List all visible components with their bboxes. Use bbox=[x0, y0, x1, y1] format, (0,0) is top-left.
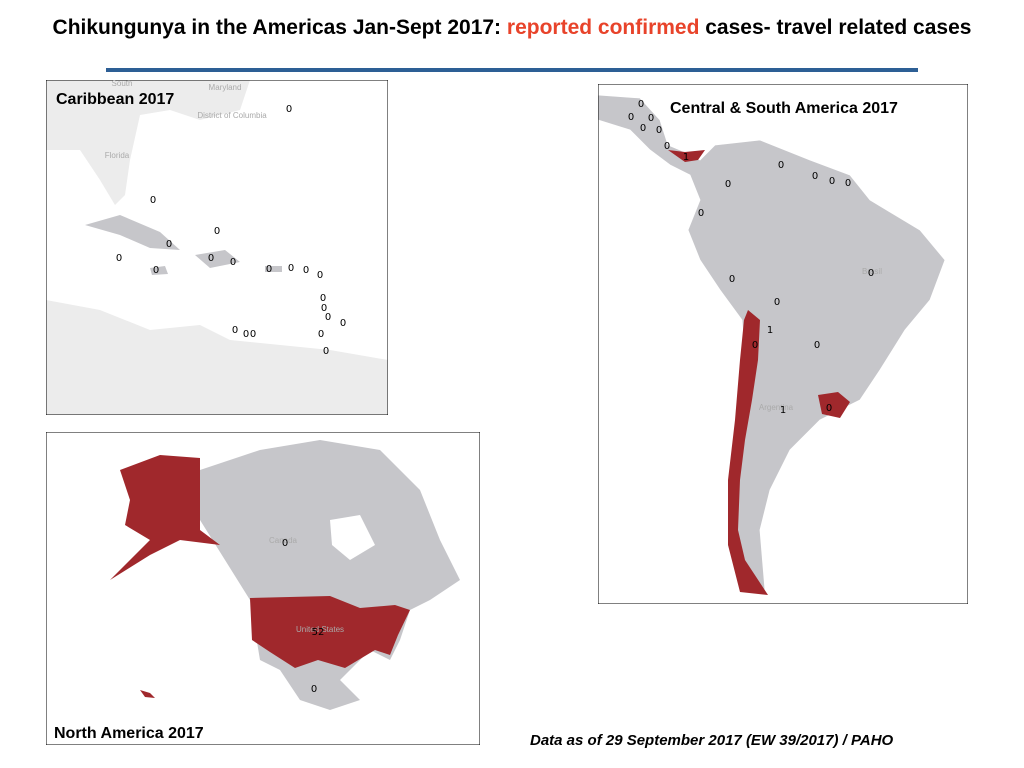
case-count: 0 bbox=[153, 265, 159, 276]
case-count: 0 bbox=[638, 99, 644, 110]
place-label: District of Columbia bbox=[197, 111, 267, 120]
title-tail: cases- travel related cases bbox=[699, 16, 972, 39]
case-count: 0 bbox=[752, 340, 758, 351]
case-count: 0 bbox=[282, 538, 288, 549]
place-label: United States bbox=[296, 625, 344, 634]
case-count: 0 bbox=[323, 346, 329, 357]
panel-title: Central & South America 2017 bbox=[670, 100, 898, 117]
panel-title: Caribbean 2017 bbox=[56, 91, 174, 108]
place-label: Brasil bbox=[862, 267, 882, 276]
case-count: 0 bbox=[320, 293, 326, 304]
case-count: 0 bbox=[664, 141, 670, 152]
case-count: 0 bbox=[166, 239, 172, 250]
case-count: 0 bbox=[656, 125, 662, 136]
case-count: 0 bbox=[774, 297, 780, 308]
south-america-map bbox=[598, 84, 968, 604]
case-count: 0 bbox=[829, 176, 835, 187]
case-count: 0 bbox=[150, 195, 156, 206]
case-count: 0 bbox=[325, 312, 331, 323]
case-count: 0 bbox=[230, 257, 236, 268]
case-count: 0 bbox=[725, 179, 731, 190]
case-count: 0 bbox=[232, 325, 238, 336]
case-count: 0 bbox=[286, 104, 292, 115]
case-count: 0 bbox=[288, 263, 294, 274]
case-count: 0 bbox=[812, 171, 818, 182]
caribbean-map bbox=[46, 80, 388, 415]
title-highlight: reported confirmed bbox=[506, 16, 700, 39]
case-count: 0 bbox=[214, 226, 220, 237]
case-count: 0 bbox=[318, 329, 324, 340]
case-count: 0 bbox=[321, 303, 327, 314]
case-count: 0 bbox=[266, 264, 272, 275]
case-count: 1 bbox=[767, 325, 773, 336]
case-count: 0 bbox=[868, 268, 874, 279]
case-count: 1 bbox=[683, 152, 689, 163]
case-count: 0 bbox=[778, 160, 784, 171]
place-label: Canada bbox=[269, 536, 298, 545]
case-count: 0 bbox=[208, 253, 214, 264]
case-count: 0 bbox=[845, 178, 851, 189]
case-count: 0 bbox=[814, 340, 820, 351]
north-america-map bbox=[46, 432, 480, 745]
case-count: 0 bbox=[250, 329, 256, 340]
case-count: 0 bbox=[628, 112, 634, 123]
panel-title: North America 2017 bbox=[54, 725, 204, 742]
case-count: 0 bbox=[311, 684, 317, 695]
case-count: 0 bbox=[648, 113, 654, 124]
case-count: 0 bbox=[243, 329, 249, 340]
place-label: Argentina bbox=[759, 403, 794, 412]
case-count: 0 bbox=[826, 403, 832, 414]
place-label: Florida bbox=[105, 151, 130, 160]
place-label: South bbox=[112, 79, 133, 88]
case-count: 0 bbox=[317, 270, 323, 281]
title-rule bbox=[106, 68, 918, 72]
place-label: Maryland bbox=[209, 83, 242, 92]
slide-title: Chikungunya in the Americas Jan-Sept 201… bbox=[12, 14, 1012, 41]
case-count: 0 bbox=[116, 253, 122, 264]
case-count: 0 bbox=[698, 208, 704, 219]
title-lead: Chikungunya in the Americas Jan-Sept 201… bbox=[52, 16, 507, 39]
footnote: Data as of 29 September 2017 (EW 39/2017… bbox=[530, 732, 894, 749]
case-count: 0 bbox=[640, 123, 646, 134]
case-count: 52 bbox=[312, 627, 325, 638]
case-count: 0 bbox=[340, 318, 346, 329]
case-count: 0 bbox=[729, 274, 735, 285]
case-count: 0 bbox=[303, 265, 309, 276]
case-count: 1 bbox=[780, 405, 786, 416]
